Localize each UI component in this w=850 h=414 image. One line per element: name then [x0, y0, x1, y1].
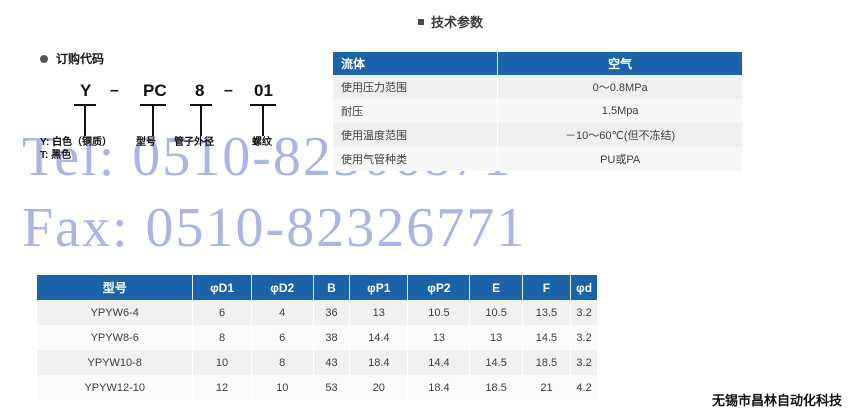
- spec-header-phi-d: φd: [570, 275, 597, 300]
- code-token-tube-od: 8: [195, 81, 205, 100]
- ordering-code-row: Y – PC 8 – 01: [40, 81, 320, 136]
- leader-underline-model: [140, 104, 166, 106]
- param-header-fluid: 流体: [333, 52, 499, 75]
- cell-e: 18.5: [469, 375, 523, 400]
- leader-underline-thread: [250, 104, 276, 106]
- ordering-code-block: 订购代码 Y – PC 8 – 01 Y: 白色（铜质） T: 黑色 型号 管子: [40, 50, 320, 163]
- leader-vertical-thread: [262, 106, 264, 136]
- table-row: YPYW8-6 8 6 38 14.4 13 13 14.5 3.2: [37, 325, 597, 350]
- cell-model: YPYW10-8: [37, 350, 194, 375]
- cell-phi-d: 3.2: [570, 350, 597, 375]
- cell-f: 21: [522, 375, 572, 400]
- spec-header-phi-d1: φD1: [192, 275, 252, 300]
- param-header-air: 空气: [497, 52, 742, 75]
- cell-phi-d2: 4: [251, 300, 314, 325]
- cell-model: YPYW8-6: [37, 325, 194, 350]
- cell-phi-d1: 12: [192, 375, 252, 400]
- param-label-temperature-range: 使用温度范围: [333, 123, 499, 147]
- cell-phi-d1: 10: [192, 350, 252, 375]
- watermark-fax: Fax: 0510-82326771: [22, 197, 527, 259]
- table-row: 使用气管种类 PU或PA: [333, 147, 742, 171]
- spec-header-f: F: [522, 275, 572, 300]
- leader-vertical-tube: [200, 106, 202, 136]
- cell-b: 38: [313, 325, 351, 350]
- spec-header-phi-p2: φP2: [407, 275, 471, 300]
- spec-table-header-row: 型号 φD1 φD2 B φP1 φP2 E F φd: [37, 275, 597, 300]
- callout-tube-od: 管子外径: [174, 137, 214, 148]
- spec-header-model: 型号: [37, 275, 194, 300]
- legend-color-white: Y: 白色（铜质）: [40, 137, 113, 148]
- cell-phi-d1: 6: [192, 300, 252, 325]
- param-label-proof-pressure: 耐压: [333, 99, 499, 123]
- callout-model: 型号: [136, 137, 156, 148]
- table-row: 使用温度范围 －10～60℃(但不冻结): [333, 123, 742, 147]
- cell-f: 14.5: [522, 325, 572, 350]
- table-row: 使用压力范围 0～0.8MPa: [333, 75, 742, 99]
- code-token-thread: 01: [254, 81, 273, 100]
- cell-e: 10.5: [469, 300, 523, 325]
- spec-header-e: E: [469, 275, 523, 300]
- param-label-pressure-range: 使用压力范围: [333, 75, 499, 99]
- cell-model: YPYW12-10: [37, 375, 194, 400]
- code-token-dash-2: –: [224, 82, 233, 99]
- cell-phi-d1: 8: [192, 325, 252, 350]
- technical-parameters-table: 流体 空气 使用压力范围 0～0.8MPa 耐压 1.5Mpa 使用温度范围 －…: [333, 52, 742, 171]
- table-row: YPYW6-4 6 4 36 13 10.5 10.5 13.5 3.2: [37, 300, 597, 325]
- param-value-temperature-range: －10～60℃(但不冻结): [497, 123, 742, 147]
- cell-phi-p2: 18.4: [407, 375, 471, 400]
- param-value-pressure-range: 0～0.8MPa: [497, 75, 742, 99]
- cell-b: 53: [313, 375, 351, 400]
- leader-underline-tube: [190, 104, 212, 106]
- section-title-label: 技术参数: [431, 15, 484, 30]
- cell-phi-p2: 14.4: [407, 350, 471, 375]
- cell-phi-d2: 8: [251, 350, 314, 375]
- cell-phi-d: 3.2: [570, 300, 597, 325]
- company-name: 无锡市昌林自动化科技: [711, 393, 842, 408]
- cell-phi-d2: 10: [251, 375, 314, 400]
- cell-phi-d2: 6: [251, 325, 314, 350]
- dimensions-table: 型号 φD1 φD2 B φP1 φP2 E F φd YPYW6-4 6 4 …: [37, 275, 597, 400]
- table-row: YPYW12-10 12 10 53 20 18.4 18.5 21 4.2: [37, 375, 597, 400]
- spec-header-phi-p1: φP1: [349, 275, 409, 300]
- code-token-model: PC: [143, 81, 167, 100]
- cell-model: YPYW6-4: [37, 300, 194, 325]
- spec-header-b: B: [313, 275, 351, 300]
- cell-phi-p2: 10.5: [407, 300, 471, 325]
- param-label-tube-type: 使用气管种类: [333, 147, 499, 171]
- code-token-color: Y: [80, 81, 92, 100]
- cell-e: 13: [469, 325, 523, 350]
- cell-phi-p2: 13: [407, 325, 471, 350]
- table-row: 耐压 1.5Mpa: [333, 99, 742, 123]
- callout-thread: 螺纹: [252, 137, 272, 148]
- spec-header-phi-d2: φD2: [251, 275, 314, 300]
- code-token-dash-1: –: [110, 82, 119, 99]
- cell-phi-d: 4.2: [570, 375, 597, 400]
- cell-b: 36: [313, 300, 351, 325]
- leader-vertical-color: [84, 106, 86, 136]
- ordering-code-heading: 订购代码: [40, 50, 320, 67]
- leader-vertical-model: [152, 106, 154, 136]
- leader-underline-color: [74, 104, 96, 106]
- ordering-code-heading-label: 订购代码: [56, 52, 105, 66]
- param-table-header-row: 流体 空气: [333, 52, 742, 75]
- cell-phi-p1: 14.4: [349, 325, 409, 350]
- cell-phi-d: 3.2: [570, 325, 597, 350]
- legend-color-black: T: 黑色: [40, 150, 72, 161]
- section-title: 技术参数: [418, 12, 483, 31]
- param-value-tube-type: PU或PA: [497, 147, 742, 171]
- cell-phi-p1: 13: [349, 300, 409, 325]
- cell-b: 43: [313, 350, 351, 375]
- square-bullet-icon: [418, 19, 424, 25]
- cell-f: 13.5: [522, 300, 572, 325]
- cell-f: 18.5: [522, 350, 572, 375]
- param-value-proof-pressure: 1.5Mpa: [497, 99, 742, 123]
- cell-phi-p1: 18.4: [349, 350, 409, 375]
- table-row: YPYW10-8 10 8 43 18.4 14.4 14.5 18.5 3.2: [37, 350, 597, 375]
- cell-phi-p1: 20: [349, 375, 409, 400]
- cell-e: 14.5: [469, 350, 523, 375]
- circle-bullet-icon: [40, 55, 48, 63]
